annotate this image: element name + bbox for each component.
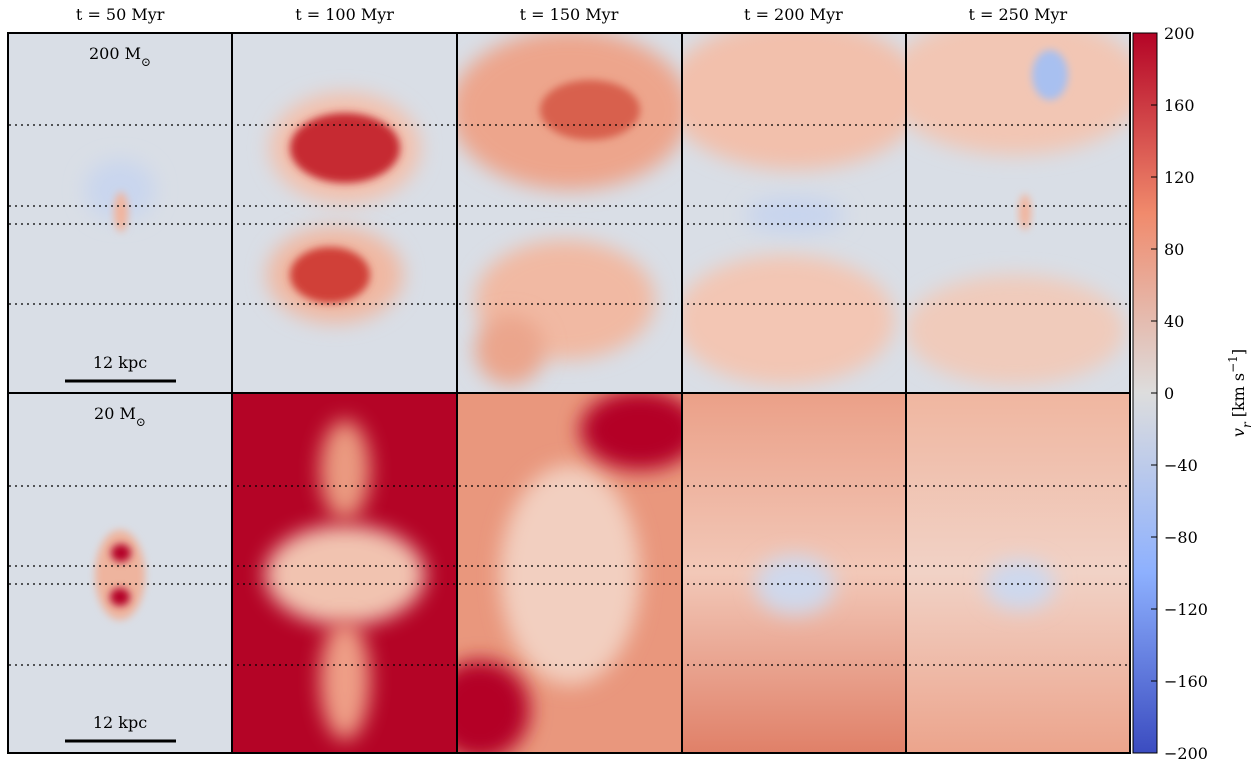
text-part: t = 50 Myr [76,5,165,24]
text-part: 200 M [89,44,141,63]
panel [430,390,700,760]
text-part: ⊙ [136,415,146,429]
panel [906,393,1130,753]
column-title: t = 100 Myr [295,5,394,24]
colorbar-tick-label: −120 [1164,600,1208,619]
text-part: −80 [1164,528,1198,547]
text-part: −160 [1164,672,1208,691]
colorbar-tick-label: −200 [1164,744,1208,763]
colorbar-tick-label: 80 [1164,240,1184,259]
colorbar-tick-label: 160 [1164,96,1195,115]
scale-bar-label: 12 kpc [93,713,147,732]
colorbar-tick-label: −80 [1164,528,1198,547]
colorbar-tick-label: 40 [1164,312,1184,331]
text-part: t = 200 Myr [744,5,843,24]
text-part: 12 kpc [93,353,147,372]
text-part: −1 [1226,355,1240,373]
text-part: ] [1229,349,1248,355]
text-part: t = 250 Myr [968,5,1067,24]
text-part: t = 100 Myr [295,5,394,24]
text-part: r [1240,421,1254,428]
panel [232,393,457,753]
text-part: t = 150 Myr [520,5,619,24]
text-part: [km s [1229,373,1248,417]
text-part: 80 [1164,240,1184,259]
colorbar-tick-label: 200 [1164,24,1195,43]
text-part: 12 kpc [93,713,147,732]
text-part: −40 [1164,456,1198,475]
text-part: 200 [1164,24,1195,43]
colorbar-label: vr [km s−1] [1226,349,1254,437]
text-part: v [1229,428,1248,437]
colorbar-tick-label: −160 [1164,672,1208,691]
column-title: t = 200 Myr [744,5,843,24]
panels [8,15,1145,760]
column-title: t = 50 Myr [76,5,165,24]
scale-bar-label: 12 kpc [93,353,147,372]
text-part: −120 [1164,600,1208,619]
text-part: 120 [1164,168,1195,187]
column-title: t = 250 Myr [968,5,1067,24]
colorbar-tick-label: 0 [1164,384,1174,403]
text-part: 0 [1164,384,1174,403]
panel [95,530,145,620]
text-part: 160 [1164,96,1195,115]
text-part: ⊙ [141,55,151,69]
column-title: t = 150 Myr [520,5,619,24]
text-part: −200 [1164,744,1208,763]
figure: t = 50 Myr t = 100 Myr t = 150 Myr t = 200 … [0,0,1260,765]
colorbar-tick-label: −40 [1164,456,1198,475]
text-part: 20 M [94,404,136,423]
text-part: 40 [1164,312,1184,331]
colorbar-tick-label: 120 [1164,168,1195,187]
panel [682,393,906,753]
